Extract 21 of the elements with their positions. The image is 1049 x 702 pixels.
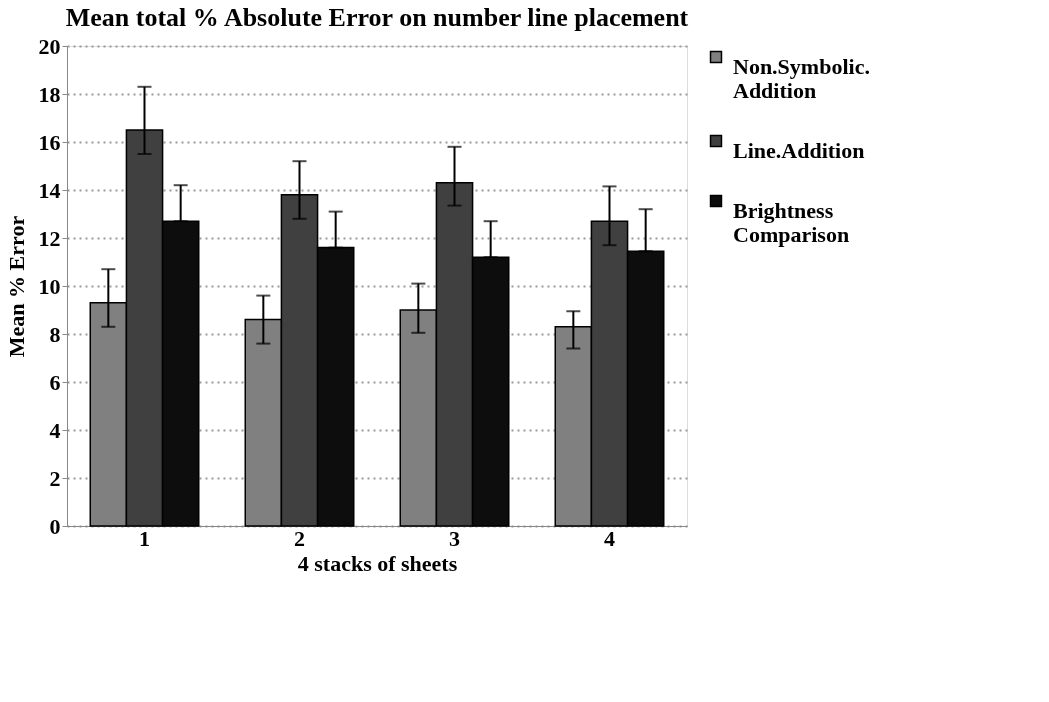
x-tick-label: 2 — [294, 525, 305, 551]
y-tick-label: 18 — [38, 81, 61, 107]
y-tick-label: 20 — [38, 33, 61, 59]
x-tick-label: 3 — [449, 525, 460, 551]
y-tick-label: 0 — [49, 513, 61, 539]
legend-label: Non.Symbolic. Addition — [733, 54, 870, 103]
x-axis-title: 4 stacks of sheets — [297, 550, 458, 576]
y-tick-label: 6 — [49, 369, 61, 395]
y-tick-label: 16 — [38, 129, 61, 155]
y-tick-label: 2 — [49, 465, 61, 491]
legend-label: Line.Addition — [733, 138, 865, 163]
x-tick-label: 1 — [139, 525, 150, 551]
legend-label: Brightness Comparison — [733, 198, 850, 247]
y-tick-label: 8 — [49, 321, 61, 347]
y-tick-label: 14 — [38, 177, 61, 203]
y-axis-title: Mean % Error — [3, 215, 29, 358]
chart-title: Mean total % Absolute Error on number line placement — [65, 3, 689, 32]
y-tick-label: 12 — [38, 225, 61, 251]
x-tick-label: 4 — [604, 525, 615, 551]
y-tick-label: 10 — [38, 273, 61, 299]
y-tick-label: 4 — [49, 417, 61, 443]
